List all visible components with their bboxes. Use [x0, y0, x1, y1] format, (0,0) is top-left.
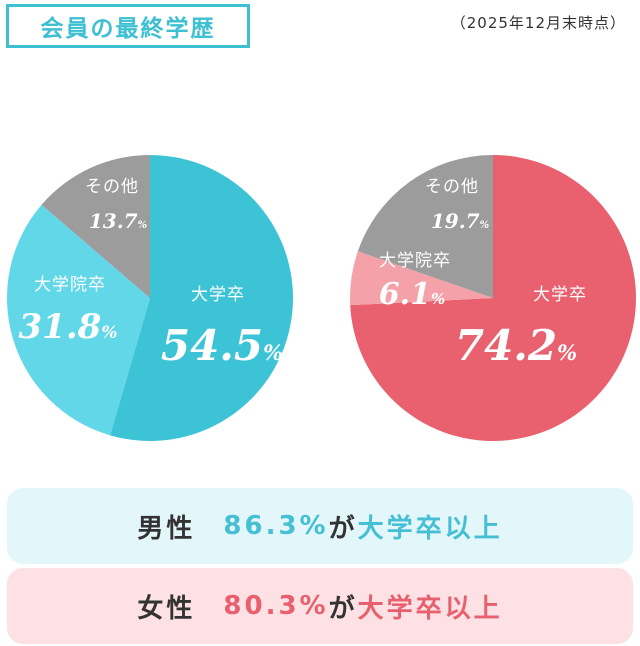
pie-slice	[350, 155, 636, 441]
slice-value: 74.2%	[455, 321, 577, 370]
slice-value: 6.1%	[379, 277, 445, 312]
pie-slice	[7, 204, 150, 436]
slice-value: 31.8%	[19, 307, 118, 347]
slice-label: 大学院卒	[379, 251, 451, 271]
slice-label: その他	[85, 177, 139, 197]
page-title: 会員の最終学歴	[6, 4, 250, 48]
slice-label: 大学卒	[191, 285, 245, 305]
pie-slice	[349, 251, 493, 306]
summary-percent: 86.3%	[223, 511, 329, 541]
summary-text: 大学卒以上	[357, 513, 503, 544]
summary-male: 男性 86.3% が 大学卒以上	[7, 488, 633, 564]
slice-label: その他	[425, 177, 479, 197]
as-of-date: （2025年12月末時点）	[450, 14, 626, 32]
summary-particle: が	[328, 593, 358, 624]
gender-label: 女性	[137, 593, 196, 624]
slice-value: 54.5%	[161, 321, 283, 370]
pie-slice	[357, 155, 493, 298]
summary-percent: 80.3%	[223, 591, 329, 621]
summary-text: 大学卒以上	[357, 593, 503, 624]
pie-slice	[41, 155, 150, 298]
slice-label: 大学院卒	[34, 275, 106, 295]
slice-label: 大学卒	[533, 285, 587, 305]
summary-particle: が	[328, 513, 358, 544]
gender-label: 男性	[137, 513, 196, 544]
pie-slice	[110, 155, 294, 442]
summary-female: 女性 80.3% が 大学卒以上	[7, 568, 633, 644]
pie-charts: 大学卒54.5%大学院卒31.8%その他13.7%大学卒74.2%大学院卒6.1…	[7, 155, 636, 442]
